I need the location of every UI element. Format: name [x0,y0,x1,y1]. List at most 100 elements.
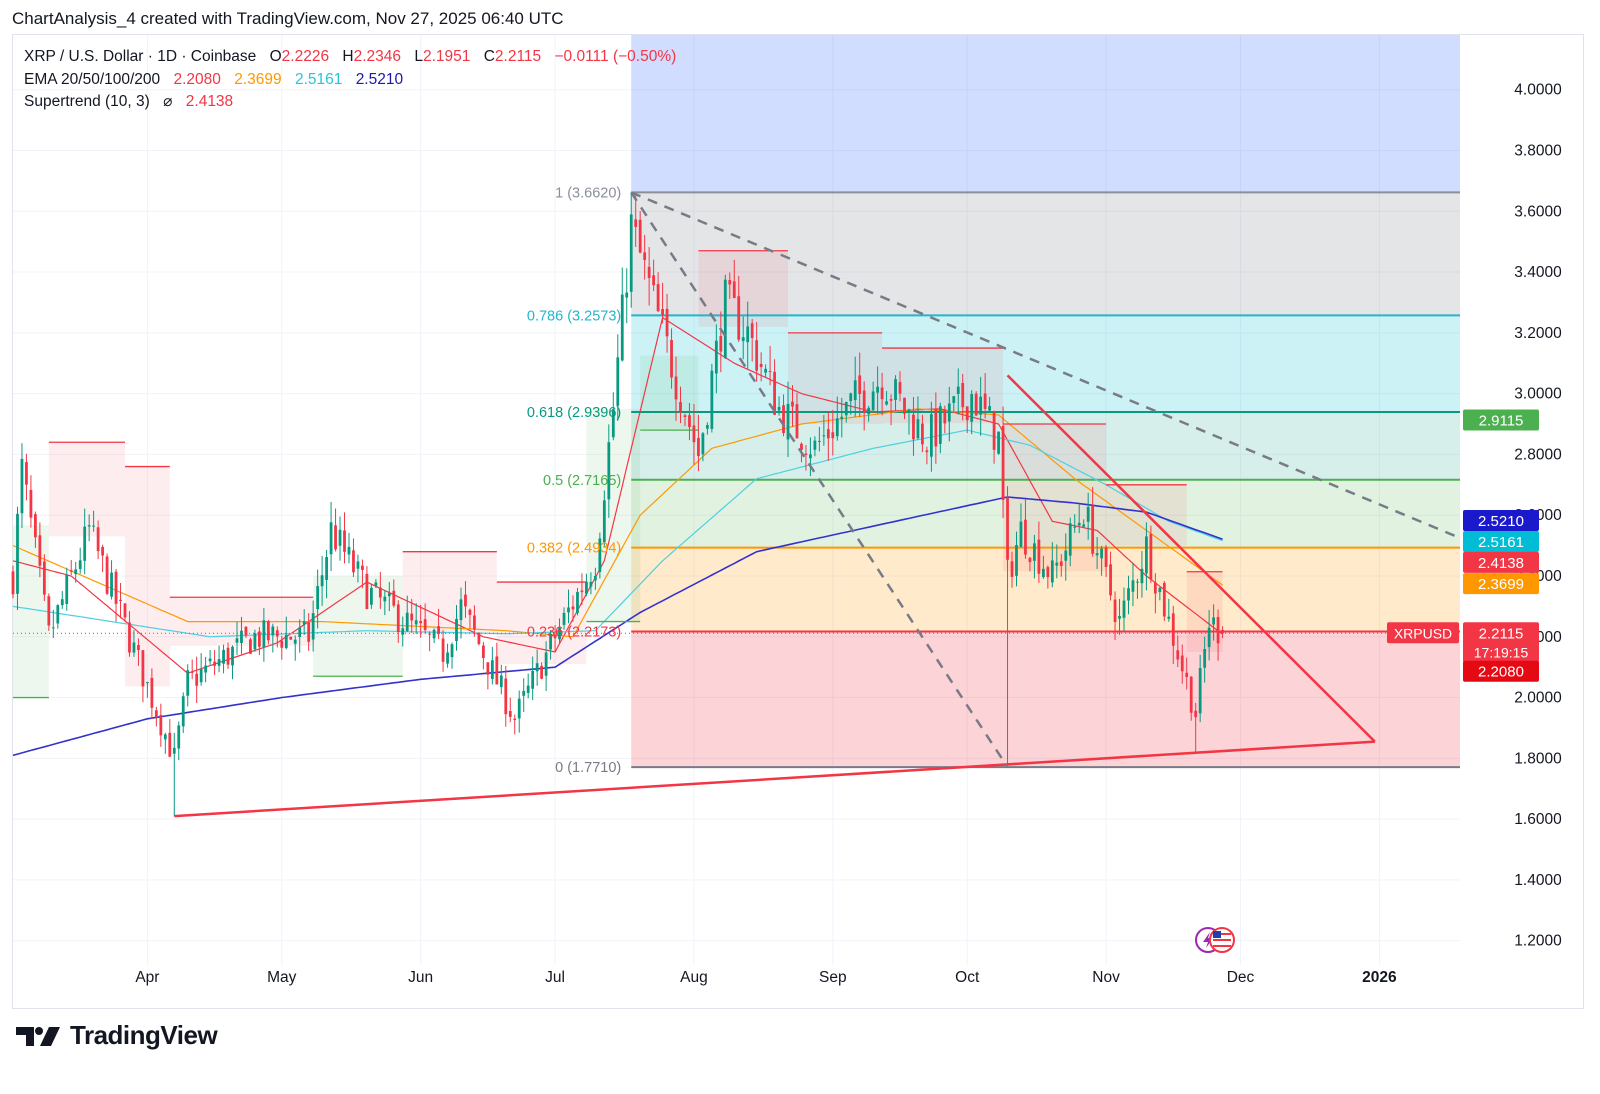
candle-body[interactable] [526,685,530,693]
candle-body[interactable] [137,645,140,651]
candle-body[interactable] [280,640,284,648]
candle-body[interactable] [392,590,396,606]
candle-body[interactable] [316,586,320,610]
candle-body[interactable] [647,266,651,279]
price-badge[interactable] [1463,530,1539,552]
price-badge[interactable] [1463,509,1539,531]
price-badge[interactable] [1463,660,1539,682]
candle-body[interactable] [688,415,691,428]
candle-body[interactable] [1131,580,1135,592]
candle-body[interactable] [199,669,203,683]
price-badge[interactable] [1463,409,1539,431]
candle-body[interactable] [150,677,154,708]
candle-body[interactable] [965,406,969,421]
candle-body[interactable] [383,596,387,602]
candle-body[interactable] [356,561,360,569]
candle-body[interactable] [894,379,897,400]
candle-body[interactable] [459,599,463,621]
candle-body[interactable] [961,383,965,408]
candle-body[interactable] [1118,616,1121,619]
candle-body[interactable] [1077,522,1081,526]
candle-body[interactable] [746,326,750,343]
candle-body[interactable] [38,535,42,566]
candle-body[interactable] [1055,562,1059,566]
candle-body[interactable] [822,435,826,437]
candle-body[interactable] [168,732,172,757]
candle-body[interactable] [378,587,382,598]
candle-body[interactable] [956,386,960,394]
candle-body[interactable] [105,556,109,594]
candle-body[interactable] [988,406,992,411]
candle-body[interactable] [849,393,853,402]
ema50-line[interactable] [12,408,1223,638]
candle-body[interactable] [1037,539,1041,574]
candle-body[interactable] [844,401,848,416]
candle-body[interactable] [661,308,664,316]
candle-body[interactable] [1221,629,1224,634]
candle-body[interactable] [293,639,297,644]
candle-body[interactable] [620,294,624,361]
candle-body[interactable] [853,380,857,401]
candle-body[interactable] [20,458,24,514]
candle-body[interactable] [163,734,167,740]
candle-body[interactable] [634,219,638,227]
candle-body[interactable] [132,642,136,653]
candle-body[interactable] [208,658,212,662]
candle-body[interactable] [567,607,570,613]
candle-body[interactable] [795,404,799,439]
candle-body[interactable] [473,615,476,630]
candle-body[interactable] [441,638,445,662]
candle-body[interactable] [311,613,315,640]
candle-body[interactable] [831,432,835,439]
candle-body[interactable] [87,525,91,527]
candle-body[interactable] [455,618,458,642]
candle-body[interactable] [92,525,96,527]
candle-body[interactable] [705,425,709,429]
candle-body[interactable] [495,656,499,685]
price-badge[interactable] [1463,573,1539,595]
candle-body[interactable] [1006,497,1009,560]
candle-body[interactable] [110,572,113,597]
candle-body[interactable] [83,526,87,561]
trendline[interactable] [174,740,1375,818]
candle-body[interactable] [1113,599,1117,623]
candle-body[interactable] [240,630,243,644]
candle-body[interactable] [1041,568,1045,578]
candle-body[interactable] [880,387,884,400]
candle-body[interactable] [522,690,526,696]
candle-body[interactable] [714,340,718,374]
candle-body[interactable] [289,636,293,640]
candle-body[interactable] [983,393,987,409]
candle-body[interactable] [540,665,544,679]
symbol-row[interactable]: XRP / U.S. Dollar · 1D · Coinbase O2.222… [24,46,676,69]
ema100-line[interactable] [12,429,1223,638]
candle-body[interactable] [42,561,46,595]
candle-body[interactable] [750,323,754,339]
candle-body[interactable] [585,581,588,594]
candle-body[interactable] [181,696,185,727]
candle-body[interactable] [885,401,888,405]
candle-body[interactable] [1050,560,1054,583]
candle-body[interactable] [701,433,705,455]
candle-body[interactable] [777,406,781,411]
price-badge[interactable] [1463,551,1539,573]
candle-body[interactable] [468,609,472,615]
candle-body[interactable] [253,633,257,650]
candle-body[interactable] [177,725,181,749]
candle-body[interactable] [898,382,902,394]
candle-body[interactable] [1010,561,1014,577]
trendline[interactable] [1006,374,1376,743]
tradingview-brand[interactable]: TradingView [16,1020,218,1051]
candle-body[interactable] [477,633,481,645]
candle-body[interactable] [1207,627,1211,648]
candle-body[interactable] [593,575,597,581]
candle-body[interactable] [531,671,535,689]
candle-body[interactable] [213,661,216,666]
candle-body[interactable] [974,393,978,416]
candle-body[interactable] [96,527,100,552]
candle-body[interactable] [970,394,974,422]
candle-body[interactable] [1059,561,1063,567]
candle-body[interactable] [867,407,871,415]
candle-body[interactable] [1015,545,1018,576]
